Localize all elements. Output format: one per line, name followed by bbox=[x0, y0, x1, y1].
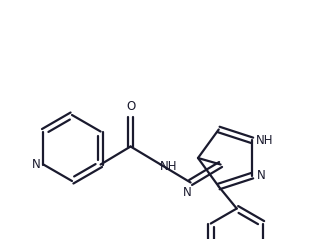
Text: NH: NH bbox=[160, 160, 177, 173]
Text: N: N bbox=[183, 186, 192, 199]
Text: N: N bbox=[32, 158, 41, 171]
Text: NH: NH bbox=[256, 134, 273, 147]
Text: N: N bbox=[257, 169, 266, 182]
Text: O: O bbox=[126, 100, 135, 113]
